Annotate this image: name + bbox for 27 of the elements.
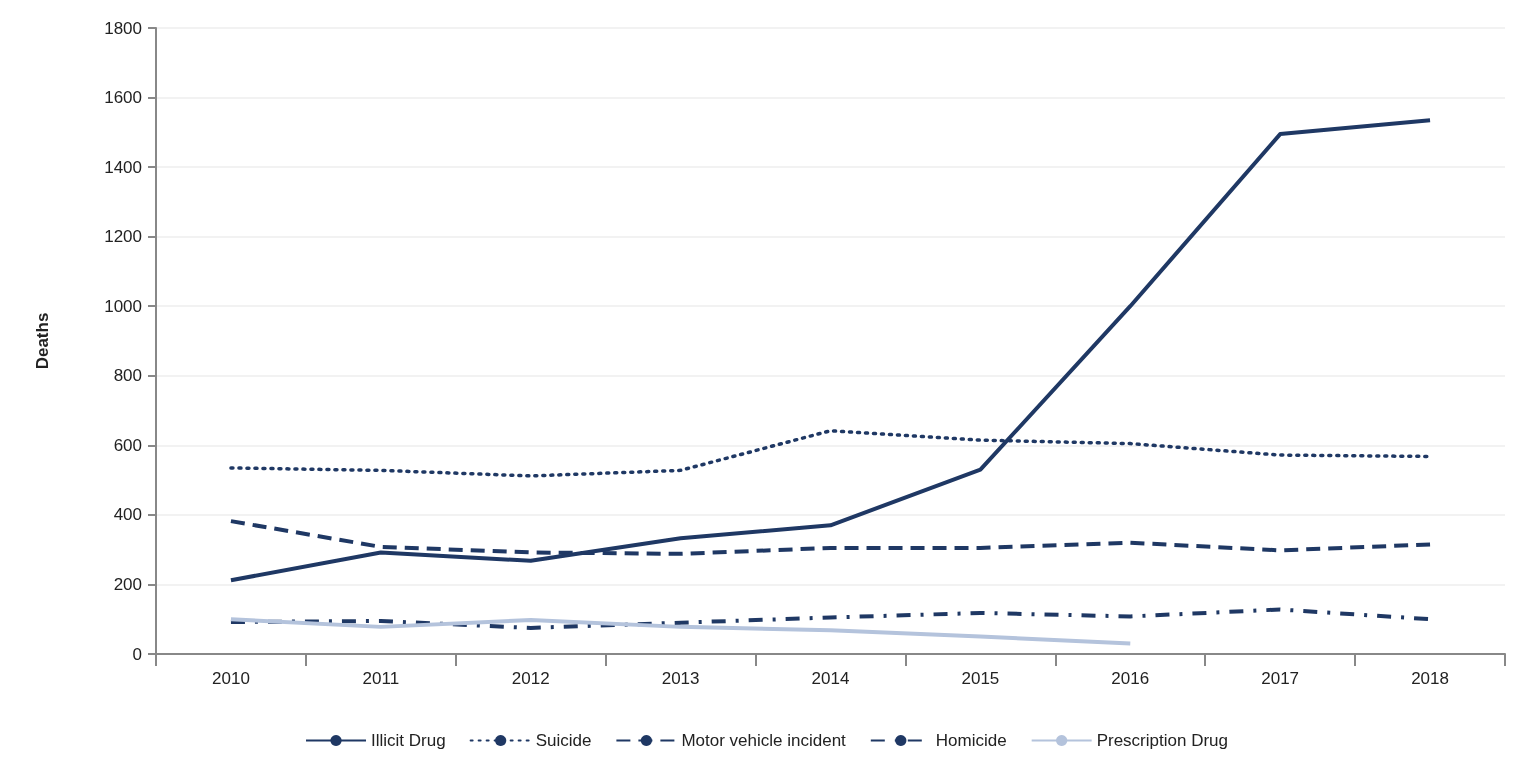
legend-label: Homicide bbox=[935, 731, 1007, 750]
y-tick-label: 1200 bbox=[104, 227, 142, 247]
y-tick-label: 1800 bbox=[104, 18, 142, 38]
y-tick-label: 400 bbox=[113, 505, 142, 525]
x-tick-label: 2014 bbox=[811, 669, 850, 688]
x-tick-label: 2015 bbox=[961, 669, 1000, 688]
line-series bbox=[228, 118, 1433, 583]
x-tick-label: 2010 bbox=[212, 669, 250, 688]
x-tick-label: 2011 bbox=[362, 669, 400, 688]
y-tick-label: 600 bbox=[113, 435, 142, 455]
x-tick-label: 2012 bbox=[511, 669, 550, 688]
y-tick-label: 200 bbox=[113, 574, 142, 594]
legend-label: Motor vehicle incident bbox=[681, 731, 847, 750]
y-axis-title: Deaths bbox=[33, 312, 52, 370]
legend-label: Suicide bbox=[535, 731, 592, 750]
legend-label: Prescription Drug bbox=[1096, 731, 1228, 750]
y-tick-label: 0 bbox=[132, 644, 142, 664]
line-series bbox=[228, 617, 1133, 646]
y-tick-label: 1600 bbox=[104, 88, 142, 108]
legend-label: Illicit Drug bbox=[371, 731, 446, 750]
y-tick-label: 1000 bbox=[104, 296, 142, 316]
x-tick-label: 2017 bbox=[1261, 669, 1300, 688]
x-tick-label: 2013 bbox=[661, 669, 700, 688]
y-tick-label: 1400 bbox=[104, 157, 142, 177]
y-tick-label: 800 bbox=[113, 366, 142, 386]
x-tick-label: 2016 bbox=[1111, 669, 1150, 688]
x-tick-label: 2018 bbox=[1411, 669, 1449, 688]
